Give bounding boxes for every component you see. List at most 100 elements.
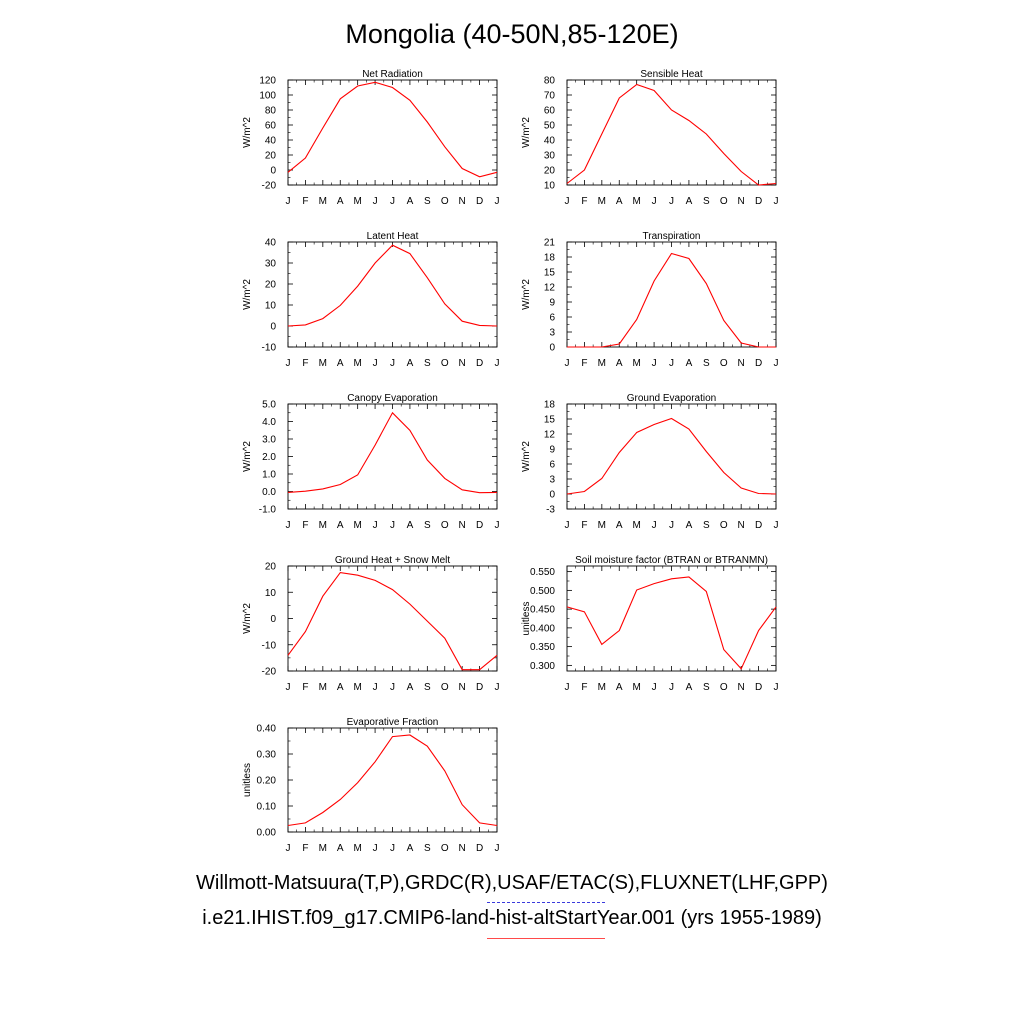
x-tick-label: M — [632, 682, 640, 693]
y-tick-label: 40 — [265, 238, 277, 249]
x-tick-label: J — [286, 520, 291, 531]
y-axis-label: W/m^2 — [521, 279, 532, 310]
x-tick-label: M — [632, 520, 640, 531]
x-tick-label: F — [581, 358, 587, 369]
x-tick-label: S — [424, 843, 431, 854]
plot-frame — [566, 241, 777, 348]
series-line — [566, 576, 777, 670]
x-tick-label: J — [774, 682, 779, 693]
x-tick-label: N — [459, 682, 466, 693]
series-line — [566, 417, 777, 495]
x-tick-label: A — [337, 520, 344, 531]
y-tick-label: 10 — [265, 301, 277, 312]
y-tick-label: 0.550 — [530, 567, 555, 578]
series-line — [287, 81, 498, 178]
y-tick-label: 2.0 — [262, 452, 276, 463]
series-line — [567, 252, 776, 348]
x-tick-label: A — [616, 196, 623, 207]
y-tick-label: 0 — [270, 614, 276, 625]
y-tick-label: 18 — [544, 400, 556, 411]
plot-frame — [566, 565, 777, 672]
plot-frame — [287, 241, 498, 348]
x-tick-label: F — [581, 682, 587, 693]
x-tick-label: F — [581, 196, 587, 207]
x-tick-label: D — [476, 196, 483, 207]
y-tick-label: 30 — [265, 259, 277, 270]
y-axis-label: W/m^2 — [521, 441, 532, 472]
x-tick-label: A — [616, 358, 623, 369]
panel-title: Ground Heat + Snow Melt — [335, 555, 451, 566]
x-tick-label: A — [407, 358, 414, 369]
y-tick-label: 60 — [544, 106, 556, 117]
x-tick-label: J — [495, 196, 500, 207]
y-tick-label: 1.0 — [262, 470, 276, 481]
x-tick-label: J — [373, 843, 378, 854]
y-tick-label: 20 — [544, 166, 556, 177]
x-tick-label: J — [390, 196, 395, 207]
x-tick-label: F — [302, 520, 308, 531]
x-tick-label: J — [286, 682, 291, 693]
x-tick-label: J — [774, 358, 779, 369]
y-tick-label: 3 — [549, 475, 555, 486]
x-tick-label: A — [616, 682, 623, 693]
y-tick-label: 120 — [259, 76, 276, 87]
panel-title: Latent Heat — [367, 231, 419, 242]
y-tick-label: 0.40 — [257, 724, 277, 735]
x-tick-label: J — [565, 682, 570, 693]
panel-title: Sensible Heat — [640, 69, 702, 80]
x-tick-label: F — [302, 358, 308, 369]
x-tick-label: M — [319, 520, 327, 531]
y-tick-label: -1.0 — [259, 505, 277, 516]
x-tick-label: S — [703, 682, 710, 693]
x-tick-label: J — [495, 843, 500, 854]
x-tick-label: S — [424, 520, 431, 531]
x-tick-label: S — [703, 196, 710, 207]
y-tick-label: 18 — [544, 253, 556, 264]
x-tick-label: D — [476, 682, 483, 693]
y-tick-label: 100 — [259, 91, 276, 102]
y-tick-label: 9 — [549, 298, 555, 309]
x-tick-label: J — [565, 358, 570, 369]
x-tick-label: J — [390, 682, 395, 693]
y-tick-label: 0.450 — [530, 605, 555, 616]
x-tick-label: D — [755, 196, 762, 207]
x-tick-label: S — [703, 520, 710, 531]
y-tick-label: 80 — [265, 106, 277, 117]
y-tick-label: 10 — [544, 181, 556, 192]
y-tick-label: -3 — [546, 505, 555, 516]
x-tick-label: A — [407, 682, 414, 693]
x-tick-label: N — [738, 682, 745, 693]
y-tick-label: -20 — [262, 181, 277, 192]
x-tick-label: O — [441, 682, 449, 693]
panel-title: Evaporative Fraction — [347, 717, 439, 728]
y-axis-label: W/m^2 — [242, 441, 253, 472]
x-tick-label: M — [353, 682, 361, 693]
y-tick-label: 0.00 — [257, 828, 277, 839]
x-tick-label: A — [407, 843, 414, 854]
plot-frame — [287, 403, 498, 510]
x-tick-label: O — [441, 358, 449, 369]
y-tick-label: 0.500 — [530, 586, 555, 597]
x-tick-label: D — [476, 520, 483, 531]
x-tick-label: N — [738, 358, 745, 369]
x-tick-label: N — [459, 520, 466, 531]
x-tick-label: A — [686, 520, 693, 531]
y-tick-label: 21 — [544, 238, 556, 249]
y-tick-label: 0.350 — [530, 642, 555, 653]
y-tick-label: 0.300 — [530, 661, 555, 672]
y-tick-label: 12 — [544, 430, 556, 441]
x-tick-label: M — [632, 196, 640, 207]
x-tick-label: S — [424, 196, 431, 207]
x-tick-label: A — [407, 520, 414, 531]
y-tick-label: 0.20 — [257, 776, 277, 787]
panel-title: Soil moisture factor (BTRAN or BTRANMN) — [575, 555, 768, 566]
x-tick-label: N — [459, 358, 466, 369]
y-tick-label: 0 — [270, 322, 276, 333]
panel-title: Transpiration — [643, 231, 701, 242]
x-tick-label: J — [495, 520, 500, 531]
